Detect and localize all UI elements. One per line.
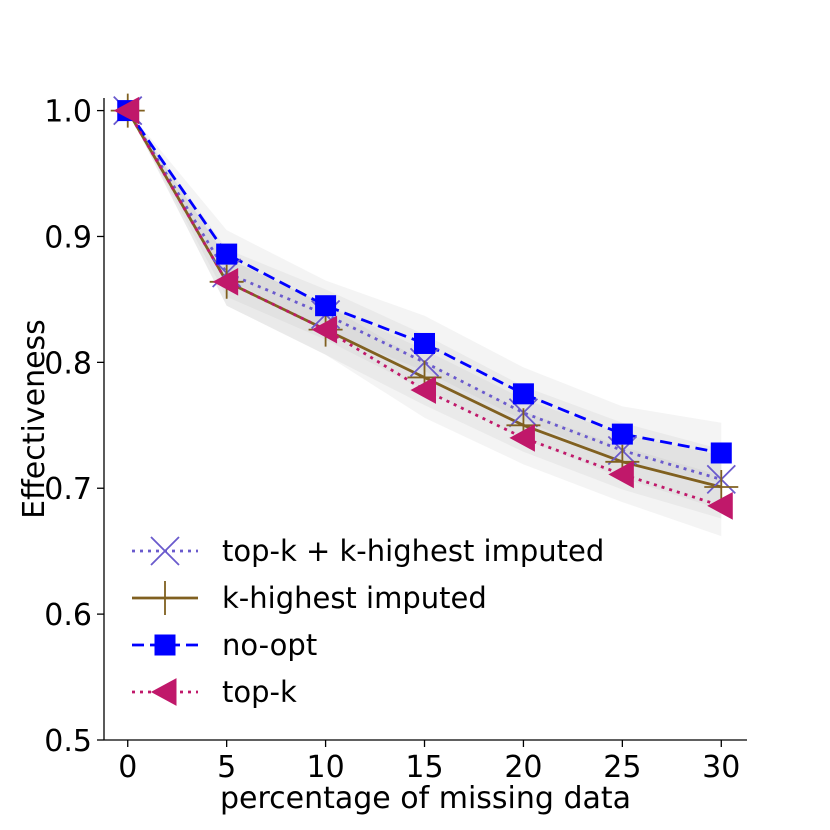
legend-label-0: top-k + k-highest imputed bbox=[222, 534, 604, 568]
legend-label-1: k-highest imputed bbox=[222, 581, 487, 615]
data-point-3-6 bbox=[707, 492, 733, 520]
x-tick-label-6: 30 bbox=[702, 750, 740, 785]
y-tick-label-5: 1.0 bbox=[44, 95, 92, 130]
x-tick-label-2: 10 bbox=[306, 750, 344, 785]
y-tick-label-0: 0.5 bbox=[44, 724, 92, 759]
band-2 bbox=[127, 110, 722, 484]
data-point-3-1 bbox=[212, 267, 239, 296]
y-axis-label: Effectiveness bbox=[17, 319, 52, 519]
legend-label-3: top-k bbox=[222, 675, 297, 709]
y-tick-label-3: 0.8 bbox=[44, 346, 92, 381]
data-point-2-1 bbox=[216, 243, 238, 265]
legend: top-k + k-highest imputed k-highest imput… bbox=[132, 534, 604, 709]
data-point-3-4 bbox=[509, 424, 535, 452]
data-point-2-6 bbox=[710, 442, 732, 464]
data-point-2-5 bbox=[611, 423, 633, 445]
data-point-3-3 bbox=[410, 376, 437, 404]
ticks: 0 5 10 15 20 25 30 0.5 0.6 0.7 0.8 0.9 1.0 bbox=[44, 95, 740, 785]
x-tick-label-1: 5 bbox=[217, 750, 236, 785]
legend-marker-1 bbox=[148, 581, 182, 615]
data-point-2-2 bbox=[315, 295, 337, 317]
data-point-3-5 bbox=[608, 460, 634, 489]
legend-marker-0 bbox=[150, 536, 180, 566]
legend-marker-2 bbox=[154, 634, 176, 656]
x-tick-label-5: 25 bbox=[603, 750, 641, 785]
x-tick-label-4: 20 bbox=[504, 750, 542, 785]
y-tick-label-2: 0.7 bbox=[44, 472, 92, 507]
y-tick-label-1: 0.6 bbox=[44, 598, 92, 633]
x-axis-label: percentage of missing data bbox=[220, 781, 631, 816]
x-tick-label-3: 15 bbox=[405, 750, 443, 785]
confidence-bands bbox=[127, 110, 722, 537]
data-point-2-3 bbox=[414, 332, 436, 354]
band-0 bbox=[127, 110, 722, 510]
data-point-3-0 bbox=[113, 96, 140, 125]
series-markers bbox=[110, 93, 739, 520]
legend-label-2: no-opt bbox=[222, 628, 317, 662]
data-point-3-2 bbox=[311, 315, 338, 344]
data-point-2-4 bbox=[512, 383, 534, 405]
y-tick-label-4: 0.9 bbox=[44, 220, 92, 255]
legend-marker-3 bbox=[150, 678, 177, 706]
x-tick-label-0: 0 bbox=[118, 750, 137, 785]
axes bbox=[103, 98, 747, 741]
band-1 bbox=[127, 110, 722, 519]
band-3 bbox=[127, 110, 722, 537]
